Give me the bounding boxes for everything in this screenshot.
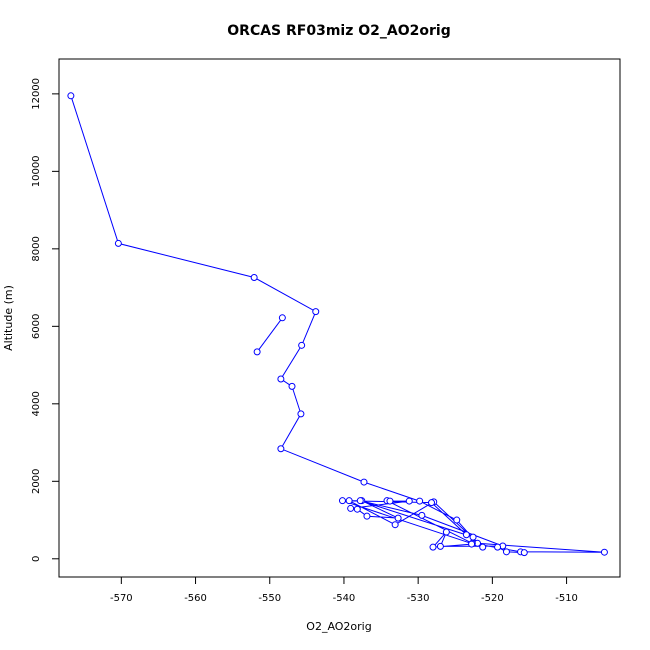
data-point xyxy=(418,511,426,519)
data-point xyxy=(428,499,436,507)
data-point xyxy=(468,540,476,548)
data-point xyxy=(469,533,477,541)
data-point xyxy=(416,497,424,505)
y-tick-label: 8000 xyxy=(31,236,42,261)
data-point xyxy=(347,504,355,512)
data-point xyxy=(394,514,402,522)
data-point xyxy=(312,308,320,316)
data-point xyxy=(462,531,470,539)
data-point xyxy=(442,528,450,536)
data-point xyxy=(297,410,305,418)
series-line-1 xyxy=(70,95,605,554)
series-line-2 xyxy=(256,317,283,353)
y-tick-label: 12000 xyxy=(31,78,42,110)
data-point xyxy=(479,543,487,551)
x-tick-label: -570 xyxy=(110,593,133,604)
data-point xyxy=(277,445,285,453)
data-point xyxy=(436,542,444,550)
data-point xyxy=(360,478,368,486)
data-point xyxy=(363,512,371,520)
x-axis: -570 -560 -550 -540 -530 -520 -510 xyxy=(110,576,578,604)
data-point xyxy=(356,497,364,505)
x-tick-label: -530 xyxy=(407,593,430,604)
x-tick-label: -550 xyxy=(258,593,281,604)
data-point xyxy=(288,382,296,390)
data-point xyxy=(250,274,258,282)
x-axis-label: O2_AO2orig xyxy=(306,620,371,633)
data-point xyxy=(429,543,437,551)
data-point xyxy=(67,92,75,100)
y-tick-label: 6000 xyxy=(31,314,42,339)
series-layer xyxy=(67,92,608,557)
data-point xyxy=(298,341,306,349)
x-tick-label: -560 xyxy=(184,593,207,604)
data-point xyxy=(502,548,510,556)
data-point xyxy=(338,497,346,505)
data-point xyxy=(405,497,413,505)
data-point xyxy=(494,543,502,551)
data-point xyxy=(391,521,399,529)
data-point xyxy=(345,497,353,505)
y-tick-label: 10000 xyxy=(31,155,42,187)
y-tick-label: 4000 xyxy=(31,391,42,416)
x-tick-label: -520 xyxy=(481,593,504,604)
x-tick-label: -540 xyxy=(333,593,356,604)
data-point xyxy=(520,549,528,557)
data-point xyxy=(353,505,361,513)
y-tick-label: 2000 xyxy=(31,469,42,494)
data-point xyxy=(253,348,261,356)
data-point xyxy=(277,375,285,383)
data-point xyxy=(386,497,394,505)
data-point xyxy=(453,516,461,524)
data-point xyxy=(278,314,286,322)
y-axis: 0 2000 4000 6000 8000 10000 12000 xyxy=(31,78,60,562)
x-tick-label: -510 xyxy=(555,593,578,604)
data-point xyxy=(600,548,608,556)
data-point xyxy=(114,239,122,247)
y-axis-label: Altitude (m) xyxy=(2,285,15,351)
y-tick-label: 0 xyxy=(31,556,42,562)
chart-title: ORCAS RF03miz O2_AO2orig xyxy=(227,23,450,39)
